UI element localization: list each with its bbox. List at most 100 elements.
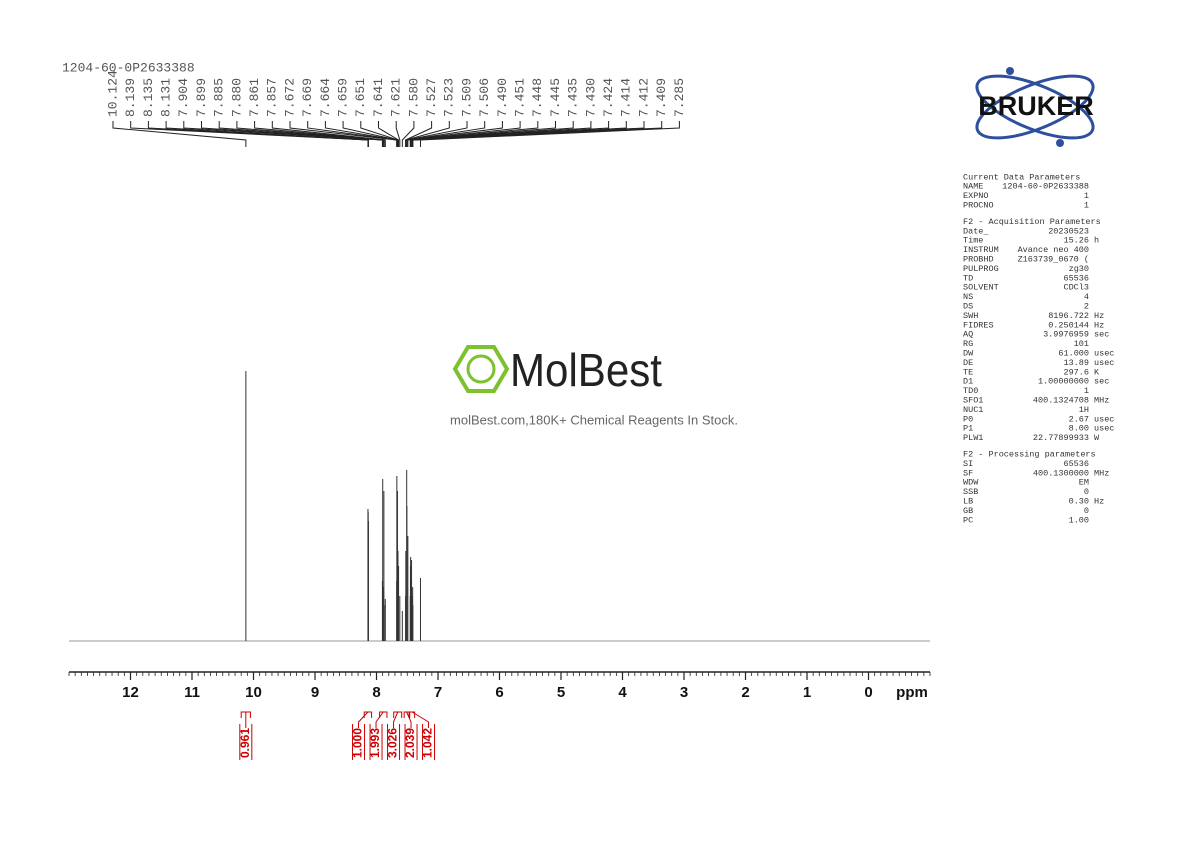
param-group-title: Current Data Parameters xyxy=(963,172,1080,182)
param-name: TD0 xyxy=(963,386,978,396)
peak-label: 7.490 xyxy=(495,78,510,117)
param-name: DW xyxy=(963,348,974,358)
integral-leader xyxy=(393,711,399,728)
integral-leader xyxy=(358,711,369,728)
peak-leader xyxy=(401,121,415,147)
peak-label: 7.621 xyxy=(389,78,404,117)
peak-leader xyxy=(112,121,247,147)
param-name: INSTRUM xyxy=(963,245,999,255)
x-tick-label: 7 xyxy=(434,684,442,701)
bruker-logo: BRUKER xyxy=(975,67,1095,147)
param-value: 101 xyxy=(1074,339,1089,349)
param-name: AQ xyxy=(963,330,973,340)
logo-orbit xyxy=(975,74,1095,140)
peak-label: 7.430 xyxy=(583,78,598,117)
param-value: 2.67 xyxy=(1069,414,1089,424)
param-name: FIDRES xyxy=(963,320,994,330)
param-unit: MHz xyxy=(1094,468,1109,478)
param-value: 20230523 xyxy=(1048,226,1089,236)
sample-name: 1204-60-0P2633388 xyxy=(62,60,195,75)
param-name: SWH xyxy=(963,311,978,321)
x-tick-label: 1 xyxy=(803,684,811,701)
param-unit: sec xyxy=(1094,330,1109,340)
param-name: P0 xyxy=(963,414,973,424)
param-group-title: F2 - Acquisition Parameters xyxy=(963,217,1101,227)
param-value: 4 xyxy=(1084,292,1089,302)
peak-leader xyxy=(407,121,503,147)
peak-label: 7.506 xyxy=(477,78,492,117)
param-name: Time xyxy=(963,236,983,246)
peak-label: 10.124 xyxy=(105,70,120,117)
param-value: 1H xyxy=(1079,405,1089,415)
peak-label: 8.135 xyxy=(141,78,156,117)
peak-label: 7.641 xyxy=(371,78,386,117)
param-value: 2 xyxy=(1084,301,1089,311)
param-name: NS xyxy=(963,292,973,302)
param-value: 8196.722 xyxy=(1048,311,1089,321)
integral-leader xyxy=(406,711,412,728)
param-unit: K xyxy=(1094,367,1100,377)
param-unit: usec xyxy=(1094,424,1114,434)
param-unit: usec xyxy=(1094,414,1114,424)
peak-label: 7.523 xyxy=(442,78,457,117)
param-unit: Hz xyxy=(1094,311,1104,321)
param-name: PC xyxy=(963,515,973,525)
bruker-text: BRUKER xyxy=(978,91,1094,121)
peak-label: 8.131 xyxy=(159,78,174,117)
x-tick-label: 8 xyxy=(372,684,380,701)
param-value: 1.00 xyxy=(1069,515,1089,525)
param-name: EXPNO xyxy=(963,191,989,201)
integral-label: 2.039 xyxy=(403,728,417,758)
logo-orbit xyxy=(975,74,1095,140)
logo-hexagon xyxy=(452,345,510,393)
param-name: TD xyxy=(963,273,973,283)
param-name: Date_ xyxy=(963,226,989,236)
param-name: GB xyxy=(963,506,973,516)
x-tick-label: 2 xyxy=(741,684,749,701)
param-name: RG xyxy=(963,339,973,349)
param-value: 400.1300000 xyxy=(1033,468,1089,478)
param-name: NUC1 xyxy=(963,405,983,415)
param-unit: Hz xyxy=(1094,496,1104,506)
param-unit: usec xyxy=(1094,358,1114,368)
param-value: 13.89 xyxy=(1063,358,1089,368)
param-value: 1 xyxy=(1084,191,1089,201)
param-value: 0 xyxy=(1084,506,1089,516)
peak-label: 7.509 xyxy=(459,78,474,117)
peak-leader xyxy=(360,121,399,147)
param-value: 1204-60-0P2633388 xyxy=(1002,182,1089,192)
peak-label: 7.861 xyxy=(247,78,262,117)
param-name: PULPROG xyxy=(963,264,999,274)
param-value: 65536 xyxy=(1063,273,1089,283)
peak-label: 7.659 xyxy=(336,78,351,117)
integral-label: 1.993 xyxy=(368,728,382,758)
peak-label: 7.448 xyxy=(530,78,545,117)
param-name: SI xyxy=(963,459,973,469)
x-tick-label: 11 xyxy=(184,684,200,701)
param-value: 400.1324708 xyxy=(1033,395,1089,405)
peak-label: 7.672 xyxy=(282,78,297,117)
param-unit: MHz xyxy=(1094,395,1109,405)
param-name: SOLVENT xyxy=(963,283,999,293)
param-name: DE xyxy=(963,358,973,368)
param-value: Avance neo 400 xyxy=(1018,245,1089,255)
peak-leader xyxy=(406,121,486,147)
peak-leader xyxy=(236,121,385,147)
param-value: 0.250144 xyxy=(1048,320,1089,330)
param-value: 61.000 xyxy=(1058,348,1089,358)
peak-label: 7.904 xyxy=(176,78,191,117)
param-value: 0.30 xyxy=(1069,496,1089,506)
x-tick-label: 5 xyxy=(557,684,565,701)
param-value: CDCl3 xyxy=(1063,283,1089,293)
integral-label: 0.961 xyxy=(238,728,252,758)
param-value: 1 xyxy=(1084,386,1089,396)
peak-leader xyxy=(395,121,401,147)
param-name: PROBHD xyxy=(963,254,994,264)
param-name: PROCNO xyxy=(963,200,994,210)
peak-leader xyxy=(271,121,386,147)
molbest-text: MolBest xyxy=(510,344,662,396)
peak-label: 7.451 xyxy=(513,78,528,117)
param-value: 3.9976959 xyxy=(1043,330,1089,340)
